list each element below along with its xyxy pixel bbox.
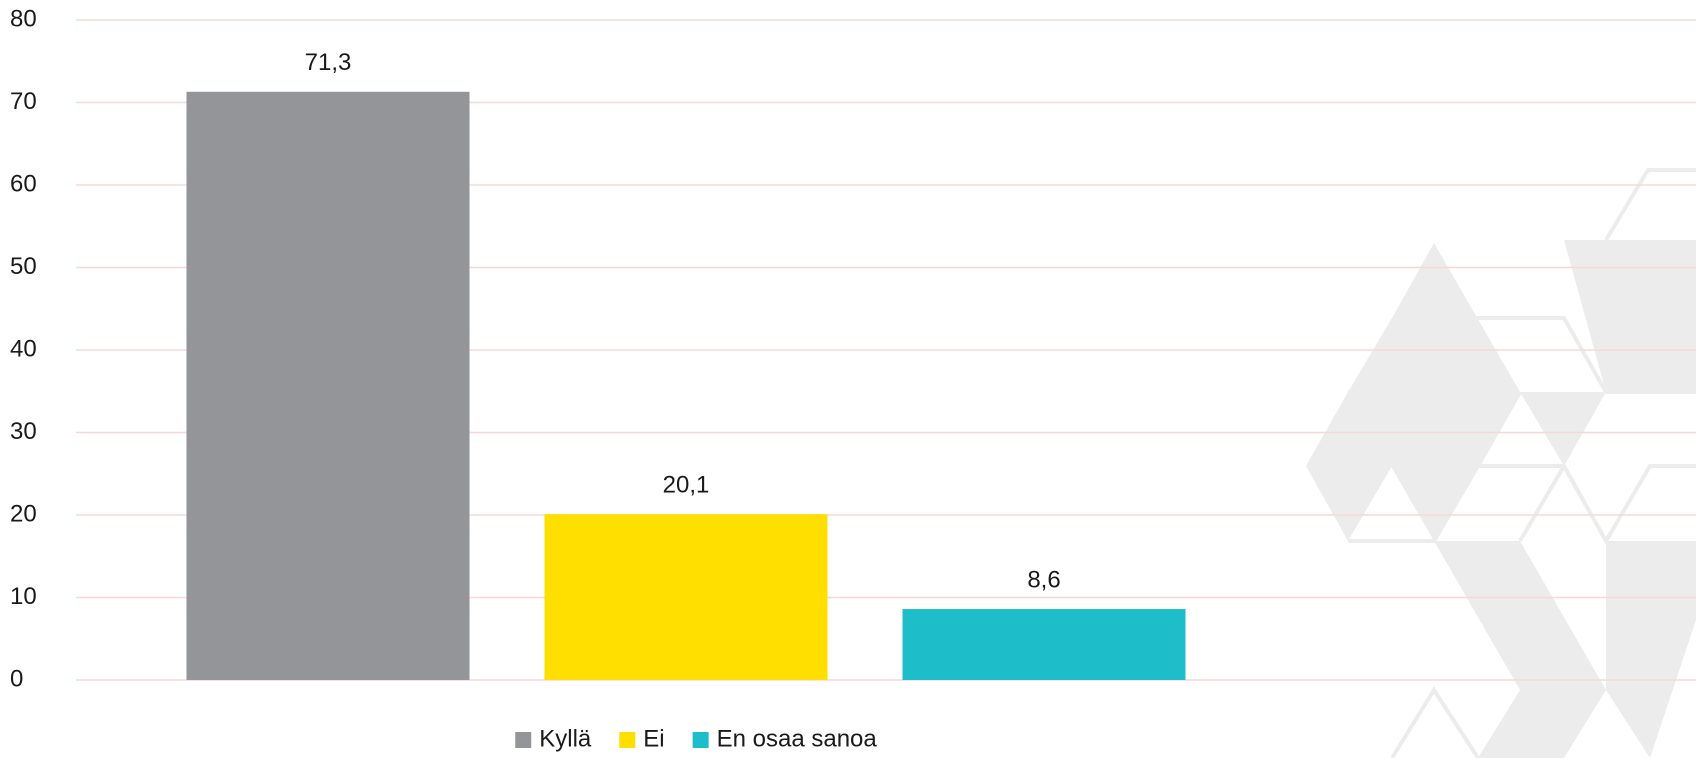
legend-label: Ei <box>643 725 664 752</box>
data-label: 71,3 <box>305 49 352 76</box>
bar <box>903 609 1186 680</box>
y-tick-label: 70 <box>10 88 37 115</box>
legend-swatch <box>515 732 531 748</box>
bar <box>545 514 828 680</box>
y-tick-label: 10 <box>10 583 37 610</box>
y-tick-label: 80 <box>10 5 37 32</box>
page: {"chart_data": {"type": "bar", "categori… <box>0 0 1696 758</box>
bar <box>187 92 470 680</box>
data-label: 20,1 <box>663 472 710 499</box>
decor-shape <box>1564 240 1696 392</box>
y-tick-label: 20 <box>10 500 37 527</box>
legend-swatch <box>693 732 709 748</box>
y-tick-label: 0 <box>10 665 23 692</box>
decor-line <box>1392 690 1478 758</box>
decor-line <box>1348 466 1606 541</box>
chart: 0 10 20 30 40 50 60 70 80 71,3 20,1 8,6 Kyllä Ei En os… <box>0 0 1696 758</box>
decor-line <box>1606 170 1696 240</box>
decor-line <box>1520 466 1696 541</box>
decor-shape <box>1606 541 1696 758</box>
legend-label: Kyllä <box>539 725 592 752</box>
decor-shape <box>1434 541 1606 758</box>
y-tick-label: 60 <box>10 170 37 197</box>
y-tick-label: 50 <box>10 253 37 280</box>
decor-shape <box>1520 392 1606 466</box>
background-decoration <box>1306 170 1696 758</box>
data-label: 8,6 <box>1027 566 1060 593</box>
y-tick-label: 40 <box>10 335 37 362</box>
legend-swatch <box>619 732 635 748</box>
y-tick-label: 30 <box>10 418 37 445</box>
legend-label: En osaa sanoa <box>717 725 878 752</box>
